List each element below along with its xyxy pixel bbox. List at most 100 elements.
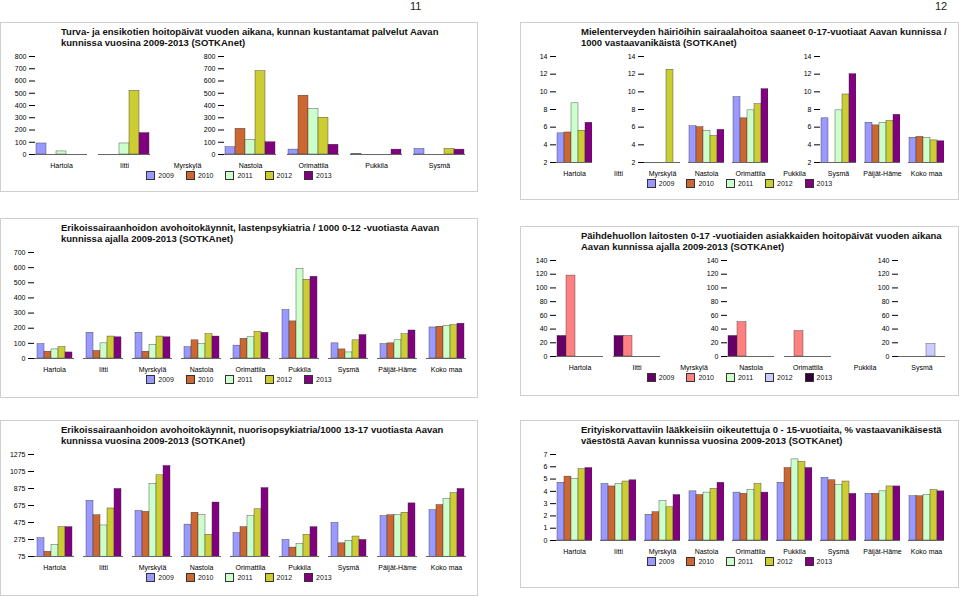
svg-text:100: 100 <box>14 340 26 347</box>
svg-text:3: 3 <box>544 500 548 507</box>
svg-text:4: 4 <box>632 141 636 148</box>
svg-text:60: 60 <box>540 312 548 319</box>
svg-text:Myrskylä: Myrskylä <box>139 564 167 572</box>
svg-text:6: 6 <box>808 123 812 130</box>
svg-text:2: 2 <box>808 159 812 166</box>
svg-text:4: 4 <box>808 141 812 148</box>
svg-text:Nastola: Nastola <box>190 366 214 373</box>
svg-text:2: 2 <box>632 159 636 166</box>
svg-text:Orimattila: Orimattila <box>236 564 266 571</box>
svg-text:Sysmä: Sysmä <box>828 170 850 178</box>
svg-text:275: 275 <box>14 536 26 543</box>
svg-text:Hartola: Hartola <box>569 364 592 371</box>
svg-text:0: 0 <box>22 355 26 362</box>
svg-text:6: 6 <box>544 463 548 470</box>
svg-text:Iitti: Iitti <box>99 366 108 373</box>
svg-text:0: 0 <box>544 353 548 360</box>
svg-text:Pukkila: Pukkila <box>288 564 311 571</box>
svg-text:120: 120 <box>536 270 548 277</box>
svg-text:Myrskylä: Myrskylä <box>680 364 708 372</box>
svg-text:800: 800 <box>15 53 27 60</box>
svg-text:Koko maa: Koko maa <box>911 170 943 177</box>
svg-text:Päijät-Häme: Päijät-Häme <box>863 170 902 178</box>
svg-text:Koko maa: Koko maa <box>911 548 943 555</box>
svg-text:Nastola: Nastola <box>695 548 719 555</box>
svg-text:Päijät-Häme: Päijät-Häme <box>378 564 417 572</box>
svg-text:Orimattila: Orimattila <box>736 548 766 555</box>
svg-text:Koko maa: Koko maa <box>431 564 463 571</box>
svg-text:8: 8 <box>808 106 812 113</box>
svg-text:140: 140 <box>536 257 548 264</box>
svg-text:2: 2 <box>544 159 548 166</box>
svg-text:60: 60 <box>711 312 719 319</box>
svg-text:140: 140 <box>707 257 719 264</box>
svg-text:Päijät-Häme: Päijät-Häme <box>863 548 902 556</box>
svg-text:12: 12 <box>540 70 548 77</box>
svg-text:Iitti: Iitti <box>614 170 623 177</box>
svg-text:0: 0 <box>23 151 27 158</box>
svg-text:2: 2 <box>544 512 548 519</box>
svg-text:Myrskylä: Myrskylä <box>649 548 677 556</box>
svg-text:80: 80 <box>711 298 719 305</box>
svg-text:14: 14 <box>540 53 548 60</box>
svg-text:700: 700 <box>14 249 26 256</box>
svg-text:20: 20 <box>882 339 890 346</box>
svg-text:700: 700 <box>204 65 216 72</box>
svg-text:Orimattila: Orimattila <box>299 162 329 169</box>
svg-text:4: 4 <box>544 488 548 495</box>
svg-text:Iitti: Iitti <box>120 162 129 169</box>
svg-text:1075: 1075 <box>10 468 26 475</box>
svg-text:4: 4 <box>544 141 548 148</box>
svg-text:Sysmä: Sysmä <box>338 366 360 374</box>
svg-text:80: 80 <box>882 298 890 305</box>
svg-text:500: 500 <box>204 89 216 96</box>
svg-text:500: 500 <box>15 89 27 96</box>
svg-text:400: 400 <box>204 102 216 109</box>
svg-text:60: 60 <box>882 312 890 319</box>
svg-text:1: 1 <box>544 524 548 531</box>
svg-text:20: 20 <box>711 339 719 346</box>
svg-text:300: 300 <box>15 114 27 121</box>
svg-text:Myrskylä: Myrskylä <box>174 162 202 170</box>
svg-text:100: 100 <box>707 284 719 291</box>
svg-text:300: 300 <box>14 309 26 316</box>
svg-text:1275: 1275 <box>10 451 26 458</box>
svg-text:Hartola: Hartola <box>50 162 73 169</box>
svg-text:140: 140 <box>878 257 890 264</box>
svg-text:12: 12 <box>804 70 812 77</box>
svg-text:200: 200 <box>15 126 27 133</box>
svg-text:100: 100 <box>878 284 890 291</box>
svg-text:600: 600 <box>15 77 27 84</box>
svg-text:400: 400 <box>14 294 26 301</box>
svg-text:Orimattila: Orimattila <box>736 170 766 177</box>
svg-text:Iitti: Iitti <box>614 548 623 555</box>
svg-text:75: 75 <box>18 553 26 560</box>
svg-text:Sysmä: Sysmä <box>828 548 850 556</box>
svg-text:8: 8 <box>544 106 548 113</box>
svg-text:0: 0 <box>212 151 216 158</box>
svg-text:7: 7 <box>544 451 548 458</box>
svg-text:Nastola: Nastola <box>739 364 763 371</box>
svg-text:Iitti: Iitti <box>99 564 108 571</box>
svg-text:10: 10 <box>540 88 548 95</box>
svg-text:0: 0 <box>886 353 890 360</box>
svg-text:100: 100 <box>536 284 548 291</box>
svg-text:Pukkila: Pukkila <box>288 366 311 373</box>
svg-text:40: 40 <box>711 325 719 332</box>
svg-text:Nastola: Nastola <box>695 170 719 177</box>
svg-text:100: 100 <box>15 138 27 145</box>
svg-text:Nastola: Nastola <box>239 162 263 169</box>
svg-text:Nastola: Nastola <box>190 564 214 571</box>
svg-text:Hartola: Hartola <box>43 564 66 571</box>
svg-text:Pukkila: Pukkila <box>783 170 806 177</box>
svg-text:Iitti: Iitti <box>633 364 642 371</box>
svg-text:800: 800 <box>204 53 216 60</box>
svg-text:40: 40 <box>882 325 890 332</box>
svg-text:700: 700 <box>15 65 27 72</box>
svg-text:600: 600 <box>204 77 216 84</box>
svg-text:Päijät-Häme: Päijät-Häme <box>378 366 417 374</box>
svg-text:6: 6 <box>632 123 636 130</box>
svg-text:475: 475 <box>14 519 26 526</box>
svg-text:0: 0 <box>544 537 548 544</box>
svg-text:Pukkila: Pukkila <box>854 364 877 371</box>
